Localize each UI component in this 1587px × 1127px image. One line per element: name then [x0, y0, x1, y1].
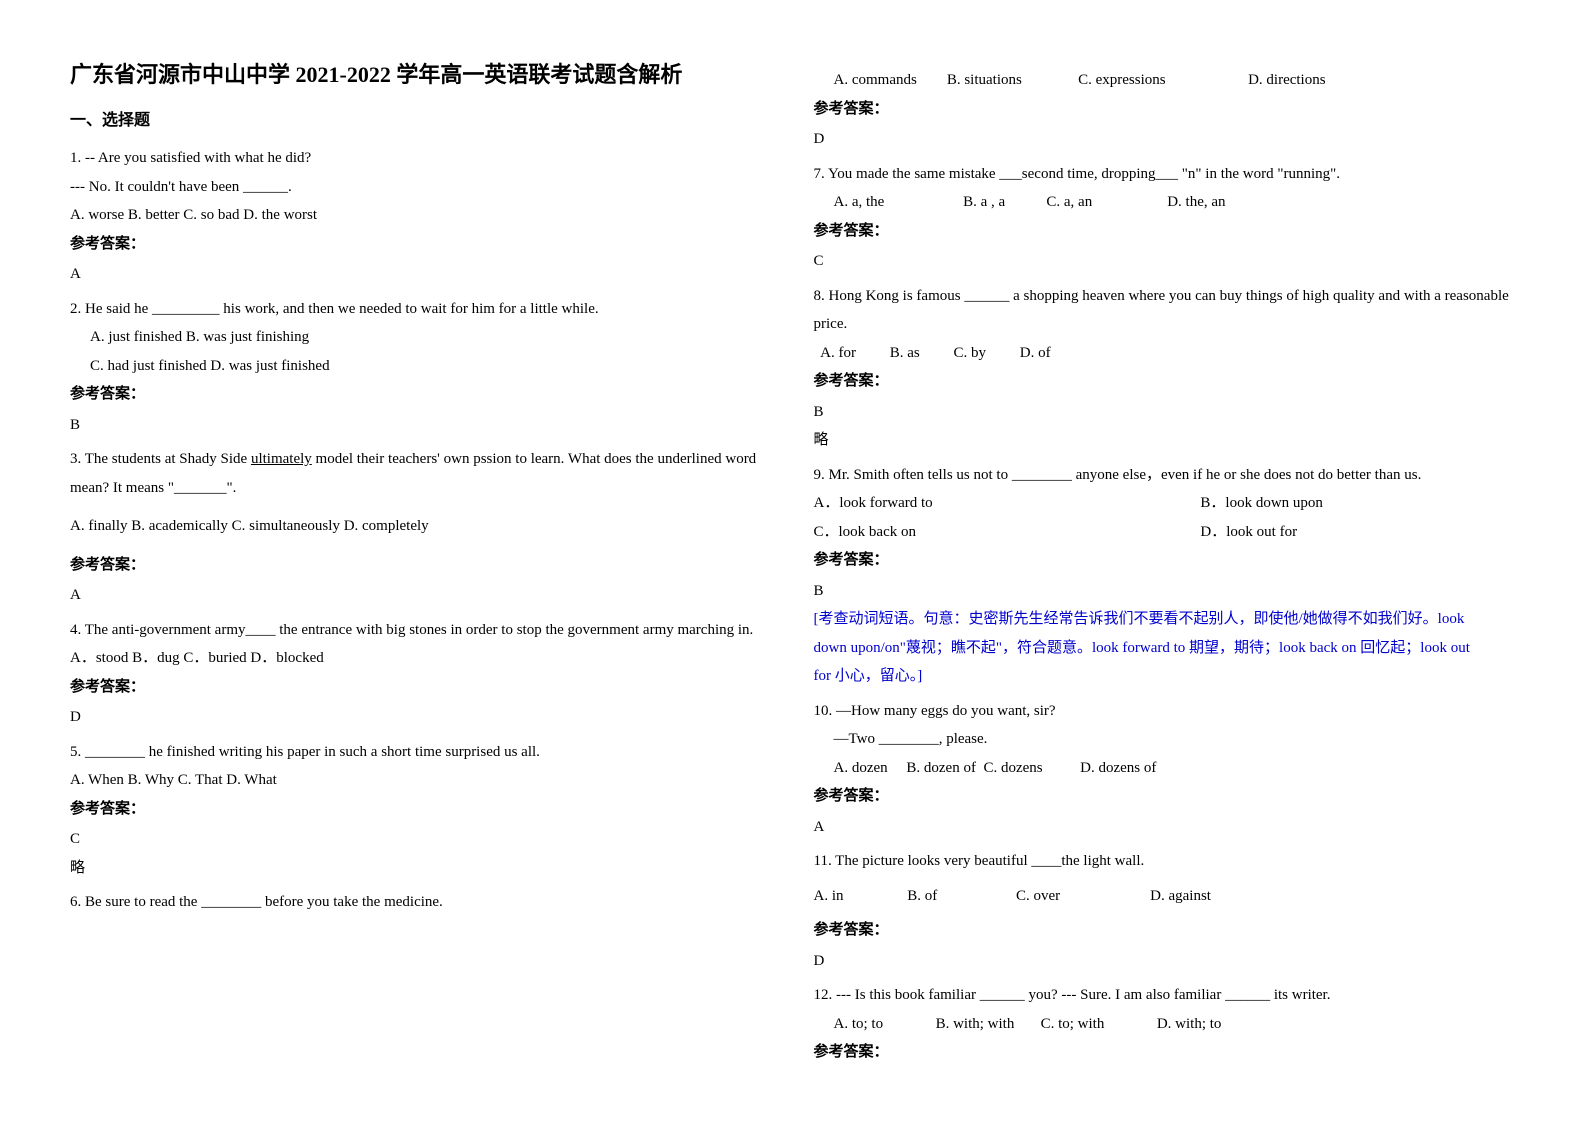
q3-underline: ultimately — [251, 451, 312, 467]
question-6-rest: A. commands B. situations C. expressions… — [814, 66, 1518, 154]
q7-options: A. a, the B. a , a C. a, an D. the, an — [834, 188, 1518, 217]
q9-optA: A．look forward to — [814, 489, 1201, 518]
q2-line1: 2. He said he _________ his work, and th… — [70, 295, 774, 324]
section-heading: 一、选择题 — [70, 106, 774, 136]
q1-options: A. worse B. better C. so bad D. the wors… — [70, 201, 774, 230]
q10-options: A. dozen B. dozen of C. dozens D. dozens… — [834, 754, 1518, 783]
q1-line2: --- No. It couldn't have been ______. — [70, 173, 774, 202]
left-column: 广东省河源市中山中学 2021-2022 学年高一英语联考试题含解析 一、选择题… — [50, 60, 794, 1067]
q3-stem: 3. The students at Shady Side ultimately… — [70, 445, 774, 502]
q12-options: A. to; to B. with; with C. to; with D. w… — [834, 1010, 1518, 1039]
q2-options-2: C. had just finished D. was just finishe… — [90, 352, 774, 381]
answer-label: 参考答案： — [814, 367, 1518, 396]
answer-label: 参考答案： — [814, 916, 1518, 945]
q2-answer: B — [70, 411, 774, 440]
answer-label: 参考答案： — [814, 782, 1518, 811]
q1-line1: 1. -- Are you satisfied with what he did… — [70, 144, 774, 173]
q8-omit: 略 — [814, 426, 1518, 455]
q6-options: A. commands B. situations C. expressions… — [834, 66, 1518, 95]
q12-line1: 12. --- Is this book familiar ______ you… — [814, 981, 1518, 1010]
answer-label: 参考答案： — [70, 380, 774, 409]
question-2: 2. He said he _________ his work, and th… — [70, 295, 774, 440]
q5-omit: 略 — [70, 854, 774, 883]
q11-answer: D — [814, 947, 1518, 976]
q3-options: A. finally B. academically C. simultaneo… — [70, 512, 774, 541]
q8-options: A. for B. as C. by D. of — [814, 339, 1518, 368]
answer-label: 参考答案： — [70, 230, 774, 259]
q9-row2: C．look back on D．look out for — [814, 518, 1518, 547]
answer-label: 参考答案： — [814, 1038, 1518, 1067]
q2-options-1: A. just finished B. was just finishing — [90, 323, 774, 352]
question-6-stem: 6. Be sure to read the ________ before y… — [70, 888, 774, 917]
document-title: 广东省河源市中山中学 2021-2022 学年高一英语联考试题含解析 — [70, 60, 774, 91]
q1-answer: A — [70, 260, 774, 289]
question-7: 7. You made the same mistake ___second t… — [814, 160, 1518, 276]
question-1: 1. -- Are you satisfied with what he did… — [70, 144, 774, 289]
q8-line1: 8. Hong Kong is famous ______ a shopping… — [814, 282, 1518, 339]
q7-answer: C — [814, 247, 1518, 276]
q9-optD: D．look out for — [1200, 518, 1297, 547]
q8-answer: B — [814, 398, 1518, 427]
q7-line1: 7. You made the same mistake ___second t… — [814, 160, 1518, 189]
question-12: 12. --- Is this book familiar ______ you… — [814, 981, 1518, 1067]
q10-line1: 10. —How many eggs do you want, sir? — [814, 697, 1518, 726]
q5-answer: C — [70, 825, 774, 854]
q4-answer: D — [70, 703, 774, 732]
spacer — [70, 541, 774, 551]
question-3: 3. The students at Shady Side ultimately… — [70, 445, 774, 610]
q9-explanation-2: down upon/on"蔑视；瞧不起"，符合题意。look forward t… — [814, 634, 1518, 663]
q9-answer: B — [814, 577, 1518, 606]
q4-line1: 4. The anti-government army____ the entr… — [70, 616, 774, 645]
q10-answer: A — [814, 813, 1518, 842]
question-5: 5. ________ he finished writing his pape… — [70, 738, 774, 883]
q6-line1: 6. Be sure to read the ________ before y… — [70, 888, 774, 917]
question-4: 4. The anti-government army____ the entr… — [70, 616, 774, 732]
q9-explanation-3: for 小心，留心。] — [814, 662, 1518, 691]
q11-line1: 11. The picture looks very beautiful ___… — [814, 847, 1518, 876]
q9-explanation-1: [考查动词短语。句意：史密斯先生经常告诉我们不要看不起别人，即使他/她做得不如我… — [814, 605, 1518, 634]
q9-optB: B．look down upon — [1200, 489, 1323, 518]
q4-options: A．stood B．dug C．buried D．blocked — [70, 644, 774, 673]
answer-label: 参考答案： — [70, 795, 774, 824]
q10-line2: —Two ________, please. — [834, 725, 1518, 754]
spacer — [70, 502, 774, 512]
question-8: 8. Hong Kong is famous ______ a shopping… — [814, 282, 1518, 455]
q3-pre: 3. The students at Shady Side — [70, 451, 251, 467]
q6-answer: D — [814, 125, 1518, 154]
answer-label: 参考答案： — [814, 217, 1518, 246]
q5-line1: 5. ________ he finished writing his pape… — [70, 738, 774, 767]
q3-answer: A — [70, 581, 774, 610]
answer-label: 参考答案： — [814, 546, 1518, 575]
answer-label: 参考答案： — [70, 551, 774, 580]
answer-label: 参考答案： — [70, 673, 774, 702]
question-10: 10. —How many eggs do you want, sir? —Tw… — [814, 697, 1518, 842]
question-11: 11. The picture looks very beautiful ___… — [814, 847, 1518, 975]
exam-page: 广东省河源市中山中学 2021-2022 学年高一英语联考试题含解析 一、选择题… — [0, 0, 1587, 1127]
q11-options: A. in B. of C. over D. against — [814, 882, 1518, 911]
answer-label: 参考答案： — [814, 95, 1518, 124]
q9-optC: C．look back on — [814, 518, 1201, 547]
question-9: 9. Mr. Smith often tells us not to _____… — [814, 461, 1518, 691]
right-column: A. commands B. situations C. expressions… — [794, 60, 1538, 1067]
q9-line1: 9. Mr. Smith often tells us not to _____… — [814, 461, 1518, 490]
q5-options: A. When B. Why C. That D. What — [70, 766, 774, 795]
q9-row1: A．look forward to B．look down upon — [814, 489, 1518, 518]
